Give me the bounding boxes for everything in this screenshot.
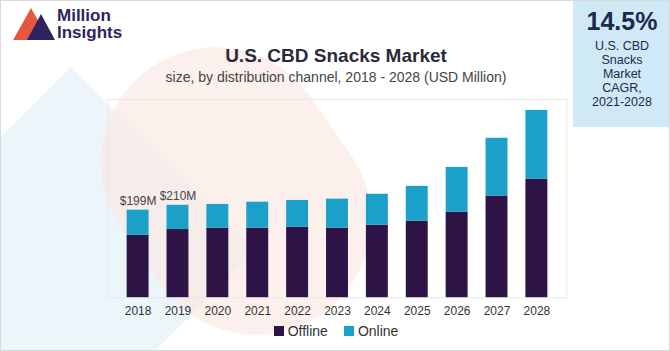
- html-text:14.5%: 14.5%: [586, 7, 658, 35]
- html-text:size, by distribution channel,: size, by distribution channel, 2018 - 20…: [165, 69, 507, 85]
- html-text:Offline: Offline: [287, 323, 328, 339]
- svg-text:2019: 2019: [165, 304, 192, 317]
- html-text:U.S. CBD Snacks Market: U.S. CBD Snacks Market: [225, 45, 447, 66]
- svg-text:2018: 2018: [125, 304, 152, 317]
- svg-text:2024: 2024: [364, 304, 391, 317]
- svg-text:$210M: $210M: [160, 189, 197, 203]
- svg-text:2022: 2022: [284, 304, 311, 317]
- svg-text:2023: 2023: [324, 304, 351, 317]
- svg-text:2025: 2025: [404, 304, 431, 317]
- html-text:Online: Online: [357, 323, 399, 339]
- html-text:Million: Million: [57, 6, 111, 25]
- html-text:Insights: Insights: [57, 23, 123, 42]
- svg-text:2027: 2027: [484, 304, 511, 317]
- svg-text:2021: 2021: [244, 304, 271, 317]
- svg-text:2020: 2020: [205, 304, 232, 317]
- html-text:U.S. CBD Snacks Market CAGR, 2: U.S. CBD Snacks Market CAGR, 2021-2028: [592, 39, 652, 109]
- svg-text:2028: 2028: [524, 304, 551, 317]
- svg-text:$199M: $199M: [120, 194, 157, 208]
- svg-text:2026: 2026: [444, 304, 471, 317]
